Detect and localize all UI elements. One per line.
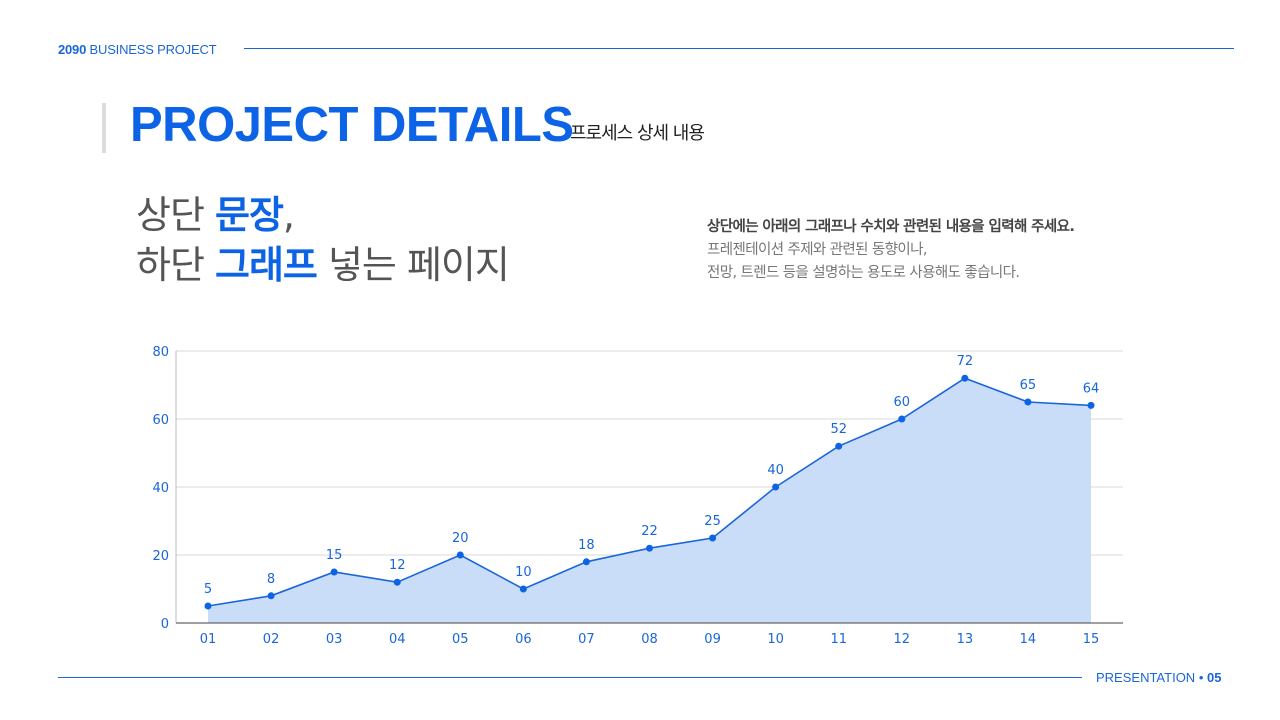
- data-label: 5: [204, 582, 212, 597]
- data-label: 25: [704, 514, 721, 529]
- data-point: [393, 578, 401, 586]
- data-label: 52: [830, 422, 847, 437]
- x-tick-label: 14: [1020, 632, 1037, 647]
- description-line: 프레젠테이션 주제와 관련된 동향이나,: [707, 242, 927, 258]
- description: 상단에는 아래의 그래프나 수치와 관련된 내용을 입력해 주세요. 프레젠테이…: [707, 216, 1075, 285]
- header-project-label: 2090 BUSINESS PROJECT: [58, 42, 217, 57]
- header-divider: [244, 48, 1234, 49]
- area-fill: [208, 378, 1091, 623]
- data-label: 8: [267, 572, 275, 587]
- footer-label: PRESENTATION: [1096, 670, 1196, 685]
- data-point: [646, 544, 653, 552]
- data-label: 65: [1020, 378, 1037, 393]
- page-subtitle: 프로세스 상세 내용: [570, 123, 705, 144]
- description-lead: 상단에는 아래의 그래프나 수치와 관련된 내용을 입력해 주세요.: [707, 219, 1075, 235]
- y-tick-label: 20: [152, 549, 169, 564]
- y-tick-label: 0: [161, 617, 169, 632]
- x-tick-label: 11: [830, 632, 847, 647]
- description-line: 전망, 트렌드 등을 설명하는 용도로 사용해도 좋습니다.: [707, 265, 1020, 281]
- x-tick-label: 10: [767, 632, 784, 647]
- page-number: 05: [1207, 670, 1222, 685]
- x-tick-label: 09: [704, 632, 721, 647]
- data-label: 22: [641, 524, 658, 539]
- header-year: 2090: [58, 42, 87, 57]
- data-point: [961, 374, 969, 382]
- data-label: 18: [578, 538, 595, 553]
- footer-separator: •: [1198, 670, 1204, 685]
- header-project-text: BUSINESS PROJECT: [89, 42, 217, 57]
- x-tick-label: 12: [894, 632, 911, 647]
- x-tick-label: 05: [452, 632, 469, 647]
- data-label: 60: [894, 395, 911, 410]
- headline-line-1: 상단 문장,: [136, 190, 509, 240]
- data-point: [1024, 398, 1032, 406]
- data-label: 12: [389, 558, 406, 573]
- data-label: 15: [326, 548, 343, 563]
- headline-highlight: 그래프: [215, 243, 318, 287]
- x-tick-label: 13: [957, 632, 974, 647]
- data-label: 72: [957, 354, 974, 369]
- title-accent-bar: [102, 103, 106, 153]
- data-label: 10: [515, 565, 532, 580]
- data-point: [1087, 401, 1095, 409]
- x-tick-label: 07: [578, 632, 595, 647]
- x-tick-label: 04: [389, 632, 406, 647]
- y-tick-label: 40: [152, 481, 169, 496]
- x-tick-label: 06: [515, 632, 532, 647]
- x-tick-label: 02: [263, 632, 280, 647]
- headline-text: ,: [282, 193, 295, 237]
- headline-line-2: 하단 그래프 넣는 페이지: [136, 240, 510, 290]
- data-point: [898, 415, 906, 423]
- data-point: [267, 592, 275, 600]
- headline: 상단 문장, 하단 그래프 넣는 페이지: [136, 190, 510, 290]
- headline-text: 넣는 페이지: [316, 243, 510, 287]
- y-tick-label: 80: [152, 345, 169, 360]
- page-title: PROJECT DETAILS: [130, 98, 574, 152]
- data-point: [772, 483, 780, 491]
- data-point: [330, 568, 338, 576]
- data-point: [204, 602, 212, 610]
- footer-divider: [58, 677, 1082, 678]
- data-point: [709, 534, 717, 542]
- data-point: [835, 442, 843, 450]
- data-point: [456, 551, 464, 559]
- data-point: [582, 558, 590, 566]
- data-label: 40: [767, 463, 784, 478]
- x-tick-label: 15: [1083, 632, 1100, 647]
- x-tick-label: 03: [326, 632, 343, 647]
- footer-page-label: PRESENTATION • 05: [1096, 670, 1221, 685]
- x-tick-label: 08: [641, 632, 658, 647]
- data-point: [519, 585, 527, 593]
- x-tick-label: 01: [200, 632, 217, 647]
- data-label: 20: [452, 531, 469, 546]
- data-label: 64: [1083, 381, 1100, 396]
- headline-text: 상단: [136, 193, 215, 237]
- y-tick-label: 60: [152, 413, 169, 428]
- headline-text: 하단: [136, 243, 215, 287]
- headline-highlight: 문장: [215, 193, 284, 237]
